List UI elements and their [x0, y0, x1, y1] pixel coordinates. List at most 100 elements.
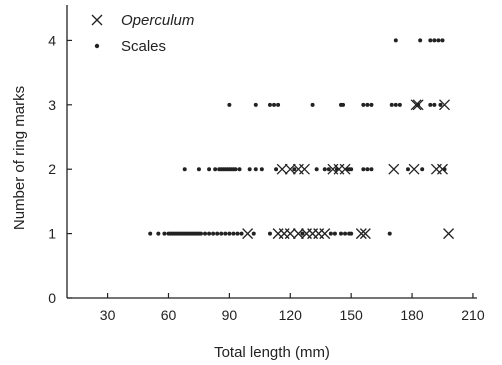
data-point-dot	[310, 102, 315, 107]
data-point-dot	[432, 38, 437, 43]
data-point-dot	[251, 231, 256, 236]
data-point-dot	[416, 102, 421, 107]
data-point-dot	[156, 231, 161, 236]
x-tick-label: 90	[222, 307, 238, 323]
data-point-dot	[237, 167, 242, 172]
legend-cross-icon	[91, 14, 103, 26]
data-point-cross	[276, 163, 288, 175]
data-point-dot	[339, 231, 344, 236]
data-point-dot	[436, 38, 441, 43]
data-point-dot	[219, 231, 224, 236]
data-point-dot	[215, 231, 220, 236]
data-point-dot	[440, 38, 445, 43]
data-point-dot	[231, 231, 236, 236]
data-point-dot	[162, 231, 167, 236]
data-point-dot	[393, 38, 398, 43]
data-point-dot	[389, 102, 394, 107]
data-point-dot	[432, 102, 437, 107]
data-point-dot	[253, 167, 258, 172]
data-point-dot	[227, 231, 232, 236]
data-point-dot	[343, 231, 348, 236]
x-tick-label: 60	[161, 307, 177, 323]
data-point-dot	[397, 102, 402, 107]
data-point-cross	[408, 163, 420, 175]
data-point-dot	[182, 167, 187, 172]
legend-label-scales: Scales	[121, 38, 166, 55]
data-point-dot	[393, 102, 398, 107]
data-point-dot	[334, 167, 339, 172]
data-point-dot	[259, 167, 264, 172]
data-point-cross	[359, 228, 371, 240]
data-point-dot	[341, 102, 346, 107]
data-point-dot	[349, 231, 354, 236]
legend-marker-cross	[91, 14, 103, 26]
data-point-cross	[443, 228, 455, 240]
data-point-cross	[339, 163, 351, 175]
data-point-dot	[314, 167, 319, 172]
data-point-dot	[332, 231, 337, 236]
data-point-dot	[361, 102, 366, 107]
data-point-dot	[267, 231, 272, 236]
x-tick-label: 150	[339, 307, 363, 323]
x-tick-label: 120	[279, 307, 303, 323]
series-operculum	[242, 99, 455, 240]
data-point-cross	[437, 163, 448, 175]
data-points	[148, 38, 455, 240]
x-tick-label: 210	[461, 307, 485, 323]
data-point-dot	[235, 231, 240, 236]
y-axis-title: Number of ring marks	[11, 86, 28, 230]
data-point-dot	[300, 231, 305, 236]
data-point-dot	[203, 231, 208, 236]
data-point-dot	[428, 38, 433, 43]
data-point-dot	[253, 102, 258, 107]
data-point-dot	[207, 167, 212, 172]
legend-item-operculum: Operculum	[91, 12, 194, 29]
y-tick-label: 3	[48, 97, 56, 113]
data-point-cross	[242, 228, 254, 240]
data-point-cross	[319, 228, 331, 240]
data-point-dot	[420, 167, 425, 172]
legend-label-operculum: Operculum	[121, 12, 194, 29]
data-point-dot	[196, 167, 201, 172]
data-point-dot	[274, 167, 279, 172]
data-point-dot	[428, 102, 433, 107]
axes	[66, 5, 477, 299]
data-point-dot	[292, 167, 297, 172]
data-point-dot	[233, 167, 238, 172]
x-tick-label: 180	[400, 307, 424, 323]
data-point-dot	[207, 231, 212, 236]
data-point-cross	[284, 228, 296, 240]
data-point-dot	[418, 38, 423, 43]
data-point-dot	[365, 167, 370, 172]
x-tick-label: 30	[100, 307, 116, 323]
data-point-dot	[326, 167, 331, 172]
data-point-dot	[211, 231, 216, 236]
x-axis-title: Total length (mm)	[214, 344, 330, 361]
data-point-dot	[328, 231, 333, 236]
series-scales	[148, 38, 447, 236]
data-point-cross	[355, 228, 367, 240]
data-point-cross	[292, 228, 304, 240]
data-point-dot	[239, 231, 244, 236]
data-point-dot	[405, 167, 410, 172]
data-point-cross	[439, 99, 450, 111]
y-tick-label: 2	[48, 161, 56, 177]
data-point-dot	[213, 167, 218, 172]
data-point-dot	[148, 231, 153, 236]
legend-marker-dot	[94, 43, 100, 49]
legend-dot-icon	[94, 43, 100, 49]
data-point-dot	[247, 167, 252, 172]
data-point-dot	[387, 231, 392, 236]
data-point-dot	[349, 167, 354, 172]
data-point-dot	[365, 102, 370, 107]
data-point-dot	[267, 102, 272, 107]
data-point-cross	[388, 163, 400, 175]
data-point-dot	[438, 102, 443, 107]
legend: Operculum Scales	[91, 12, 194, 55]
data-point-cross	[299, 163, 310, 175]
data-point-dot	[276, 102, 281, 107]
data-point-dot	[198, 231, 203, 236]
data-point-dot	[227, 102, 232, 107]
